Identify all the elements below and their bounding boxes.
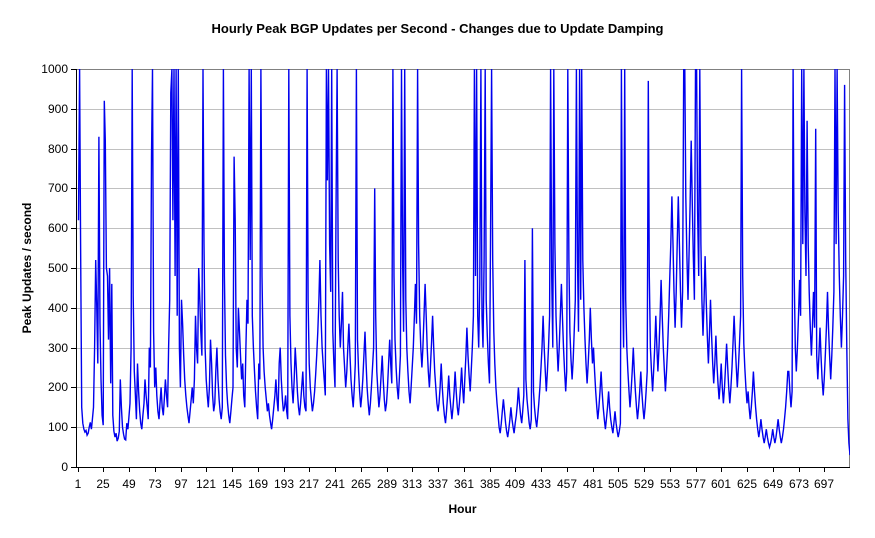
y-tick-label: 400: [47, 301, 68, 315]
x-tick-label: 649: [762, 477, 784, 491]
y-tick-mark: [71, 109, 76, 110]
x-tick-label: 1: [74, 477, 82, 491]
x-tick-label: 433: [530, 477, 552, 491]
x-tick-mark: [670, 468, 671, 472]
x-tick-mark: [773, 468, 774, 472]
x-tick-label: 121: [195, 477, 217, 491]
x-tick-mark: [438, 468, 439, 472]
x-tick-mark: [567, 468, 568, 472]
y-tick-label: 100: [47, 420, 68, 434]
y-tick-mark: [71, 228, 76, 229]
x-tick-label: 481: [582, 477, 604, 491]
x-tick-label: 673: [788, 477, 810, 491]
x-tick-mark: [799, 468, 800, 472]
y-tick-label: 800: [47, 142, 68, 156]
x-tick-mark: [721, 468, 722, 472]
x-tick-mark: [232, 468, 233, 472]
x-tick-label: 505: [607, 477, 629, 491]
plot-area: [76, 69, 850, 468]
x-tick-mark: [515, 468, 516, 472]
x-tick-mark: [490, 468, 491, 472]
x-tick-mark: [284, 468, 285, 472]
x-tick-mark: [155, 468, 156, 472]
x-tick-label: 217: [298, 477, 320, 491]
x-tick-mark: [335, 468, 336, 472]
y-tick-label: 700: [47, 181, 68, 195]
y-tick-mark: [71, 467, 76, 468]
y-tick-mark: [71, 69, 76, 70]
x-tick-mark: [824, 468, 825, 472]
y-tick-label: 500: [47, 261, 68, 275]
y-tick-label: 900: [47, 102, 68, 116]
x-tick-mark: [593, 468, 594, 472]
x-axis-title: Hour: [448, 502, 477, 516]
x-tick-mark: [103, 468, 104, 472]
x-tick-label: 265: [350, 477, 372, 491]
x-tick-label: 553: [659, 477, 681, 491]
x-tick-mark: [309, 468, 310, 472]
data-series-line: [77, 69, 850, 456]
x-tick-label: 337: [427, 477, 449, 491]
x-tick-label: 241: [324, 477, 346, 491]
x-tick-label: 169: [247, 477, 269, 491]
y-tick-mark: [71, 348, 76, 349]
x-tick-mark: [78, 468, 79, 472]
y-tick-label: 0: [61, 460, 68, 474]
x-tick-label: 625: [736, 477, 758, 491]
x-tick-label: 529: [633, 477, 655, 491]
y-tick-mark: [71, 308, 76, 309]
y-tick-mark: [71, 149, 76, 150]
x-tick-label: 49: [122, 477, 136, 491]
chart-title: Hourly Peak BGP Updates per Second - Cha…: [211, 21, 664, 36]
x-tick-mark: [129, 468, 130, 472]
x-tick-label: 409: [504, 477, 526, 491]
y-tick-mark: [71, 188, 76, 189]
x-tick-label: 25: [96, 477, 110, 491]
x-tick-mark: [181, 468, 182, 472]
x-tick-label: 73: [148, 477, 162, 491]
x-tick-label: 601: [710, 477, 732, 491]
y-tick-mark: [71, 268, 76, 269]
x-tick-label: 97: [174, 477, 188, 491]
x-tick-mark: [258, 468, 259, 472]
y-tick-label: 1000: [41, 62, 68, 76]
x-tick-mark: [387, 468, 388, 472]
x-tick-label: 457: [556, 477, 578, 491]
y-tick-mark: [71, 387, 76, 388]
x-tick-mark: [412, 468, 413, 472]
x-tick-label: 313: [401, 477, 423, 491]
x-tick-label: 361: [453, 477, 475, 491]
x-tick-label: 577: [685, 477, 707, 491]
x-tick-label: 385: [479, 477, 501, 491]
x-tick-mark: [464, 468, 465, 472]
x-tick-label: 697: [813, 477, 835, 491]
x-tick-mark: [206, 468, 207, 472]
x-tick-mark: [747, 468, 748, 472]
x-tick-label: 145: [221, 477, 243, 491]
y-tick-mark: [71, 427, 76, 428]
x-tick-mark: [644, 468, 645, 472]
x-tick-label: 193: [273, 477, 295, 491]
x-tick-mark: [618, 468, 619, 472]
y-tick-label: 600: [47, 221, 68, 235]
x-tick-label: 289: [376, 477, 398, 491]
x-tick-mark: [696, 468, 697, 472]
x-tick-mark: [541, 468, 542, 472]
line-chart-canvas: [77, 69, 850, 467]
y-tick-label: 300: [47, 341, 68, 355]
y-tick-label: 200: [47, 380, 68, 394]
x-tick-mark: [361, 468, 362, 472]
